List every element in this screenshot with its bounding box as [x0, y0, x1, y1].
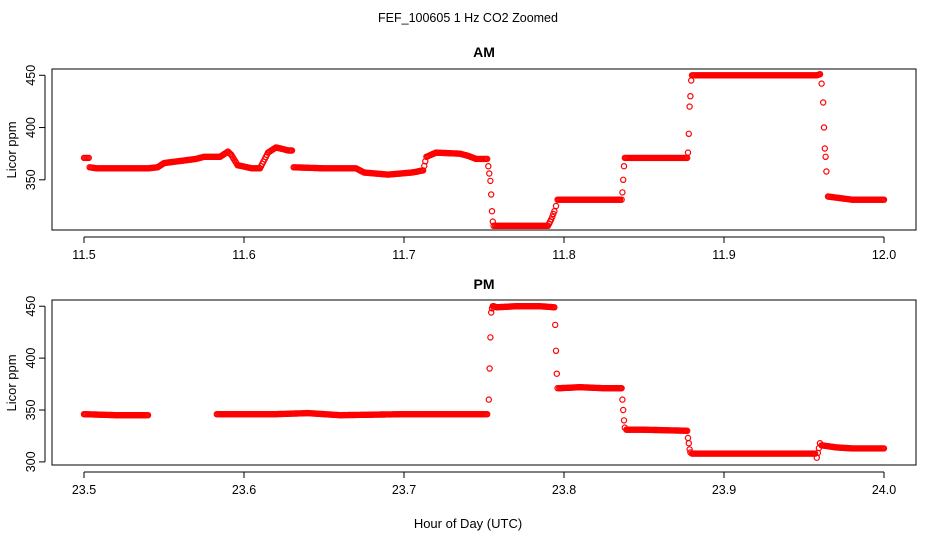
panel-am-x-tick-label: 11.6 [232, 248, 255, 262]
figure-xlabel: Hour of Day (UTC) [414, 516, 522, 531]
data-point [487, 177, 494, 185]
panel-am-y-tick-label: 350 [24, 169, 38, 190]
panel-am-x-tick-label: 11.9 [712, 248, 735, 262]
panel-pm-title: PM [474, 276, 495, 292]
data-point [821, 145, 829, 152]
data-point [684, 427, 691, 434]
panel-pm-ylabel: Licor ppm [4, 354, 19, 411]
data-point [485, 162, 492, 170]
data-point [551, 304, 558, 311]
data-point [685, 130, 693, 137]
data-point [553, 370, 561, 377]
panel-pm-y-tick-label: 350 [24, 400, 38, 421]
data-point [685, 440, 693, 447]
data-point [620, 417, 628, 424]
data-point [618, 385, 625, 392]
data-point [620, 406, 627, 414]
panel-am-y-tick-label: 400 [24, 117, 38, 138]
data-point [684, 434, 692, 442]
panel-am-x-axis: 11.5 11.6 11.7 11.8 11.9 12.0 [72, 236, 896, 262]
panel-pm-x-tick-label: 23.8 [552, 483, 576, 497]
data-point [880, 445, 888, 452]
data-point [486, 170, 493, 177]
panel-pm-y-tick-label: 400 [24, 348, 38, 369]
data-point [820, 124, 828, 131]
panel-am-y-tick-label: 450 [24, 65, 38, 86]
data-point [85, 154, 93, 162]
panel-pm-points [80, 303, 888, 461]
panel-am-x-tick-label: 11.8 [552, 248, 575, 262]
data-point [288, 147, 296, 154]
figure-title: FEF_100605 1 Hz CO2 Zoomed [378, 11, 558, 25]
data-point [823, 168, 830, 175]
data-point [688, 77, 695, 84]
panel-pm-x-tick-label: 23.5 [72, 483, 96, 497]
panel-am-points [80, 70, 888, 229]
data-point [684, 149, 692, 156]
panel-am: AM Licor ppm 11.5 11.6 11.7 11.8 11.9 12.0 35… [4, 44, 917, 262]
panel-pm-x-tick-label: 24.0 [872, 483, 896, 497]
data-point [552, 347, 560, 354]
data-point [686, 103, 693, 110]
panel-pm-x-tick-label: 23.9 [712, 483, 736, 497]
panel-am-ylabel: Licor ppm [4, 121, 19, 178]
data-point [619, 189, 626, 196]
panel-am-x-tick-label: 12.0 [872, 248, 896, 262]
data-point [816, 70, 824, 78]
data-point [488, 309, 495, 316]
data-point [687, 92, 694, 100]
panel-pm-x-tick-label: 23.7 [392, 483, 416, 497]
data-point [820, 99, 827, 106]
panel-pm-x-tick-label: 23.6 [232, 483, 256, 497]
data-point [552, 202, 560, 210]
data-point [484, 411, 491, 418]
panel-am-title: AM [473, 44, 495, 60]
panel-am-frame [51, 68, 917, 231]
data-point [619, 396, 626, 403]
panel-am-x-tick-label: 11.5 [72, 248, 95, 262]
panel-pm-y-tick-label: 450 [24, 296, 38, 317]
data-point [618, 196, 625, 203]
data-point [144, 412, 152, 419]
data-point [620, 162, 628, 170]
data-point [487, 334, 494, 341]
data-point [880, 196, 888, 203]
panel-pm: PM Licor ppm 23.5 23.6 23.7 23.8 23.9 24.0 30… [4, 276, 917, 497]
data-point [484, 155, 491, 163]
panel-pm-y-tick-label: 300 [24, 451, 38, 472]
data-point [486, 365, 493, 372]
panel-pm-y-axis: 300 350 400 450 [24, 296, 46, 472]
data-point [818, 80, 825, 87]
panel-am-y-axis: 350 400 450 [24, 65, 46, 190]
panel-am-x-tick-label: 11.7 [392, 248, 415, 262]
data-point [488, 207, 496, 215]
data-point [552, 321, 559, 329]
panel-pm-frame [51, 299, 917, 466]
data-point [822, 153, 829, 160]
data-point [549, 213, 556, 220]
data-point [488, 191, 495, 198]
data-point [620, 176, 627, 183]
data-point [485, 396, 492, 403]
panel-pm-x-axis: 23.5 23.6 23.7 23.8 23.9 24.0 [72, 471, 896, 497]
